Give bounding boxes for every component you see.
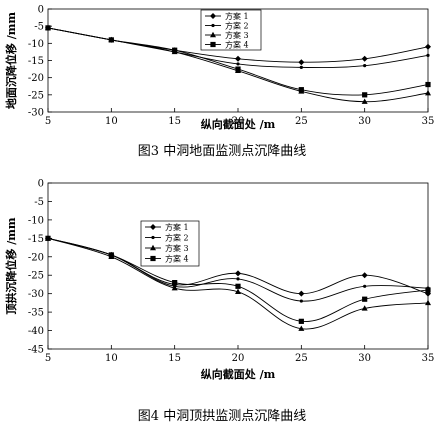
- plot-frame: [47, 182, 429, 350]
- x-tick-label: 15: [168, 353, 181, 364]
- legend-label: 方案 3: [165, 243, 189, 253]
- data-point: [425, 43, 431, 50]
- legend: 方案 1方案 2方案 3方案 4: [140, 220, 200, 267]
- legend-marker: [210, 31, 216, 38]
- data-point: [45, 235, 51, 241]
- data-point: [235, 270, 241, 277]
- chart-title: 图3 中洞地面监测点沉降曲线: [138, 144, 306, 159]
- x-tick-label: 5: [45, 353, 51, 364]
- data-point: [235, 288, 241, 295]
- x-axis-label: 纵向截面处 /m: [201, 117, 276, 131]
- data-point: [235, 283, 241, 289]
- series-3: [45, 235, 431, 331]
- data-point: [108, 252, 114, 258]
- data-point: [426, 53, 430, 57]
- data-point: [361, 98, 368, 104]
- legend-label: 方案 1: [165, 222, 189, 232]
- data-point: [361, 55, 368, 62]
- legend: 方案 1方案 2方案 3方案 4: [200, 9, 262, 51]
- legend-label: 方案 2: [165, 233, 189, 243]
- x-tick-label: 25: [295, 116, 308, 127]
- data-point: [235, 55, 241, 62]
- data-point: [299, 299, 303, 303]
- data-point: [108, 37, 114, 43]
- data-point: [236, 62, 240, 66]
- y-tick-label: -25: [28, 90, 44, 101]
- data-point: [362, 92, 368, 98]
- y-axis-label: 地面沉降位移 /mm: [4, 12, 18, 109]
- chart-crown-settlement: 0 -5 -10 -15 -20 -25 -30 -35 -40 -455 10 15 20 25 30 35…: [4, 179, 434, 425]
- y-axis-label: 顶拱沉降位移 /mm: [4, 217, 18, 314]
- legend-marker: [211, 23, 215, 28]
- legend-label: 方案 2: [225, 21, 249, 31]
- y-tick-label: 0: [38, 5, 44, 16]
- y-tick-label: -30: [28, 289, 44, 300]
- data-point: [298, 59, 305, 66]
- legend-label: 方案 1: [225, 11, 249, 21]
- y-tick-label: -45: [28, 345, 44, 356]
- series-4: [45, 25, 431, 98]
- y-tick-label: -40: [28, 326, 44, 337]
- data-point: [361, 272, 368, 279]
- y-tick-label: -30: [28, 108, 44, 119]
- legend-marker: [150, 244, 156, 251]
- y-tick-label: -10: [28, 215, 44, 226]
- x-tick-label: 30: [358, 353, 371, 364]
- data-point: [298, 318, 304, 324]
- x-axis-label: 纵向截面处 /m: [201, 367, 276, 381]
- data-point: [362, 296, 368, 302]
- data-point: [172, 280, 178, 286]
- data-point: [236, 277, 240, 281]
- chart-ground-settlement: 0 -5 -10 -15 -20 -25 -305 10 15 20 25 30 35 纵向截面处 /m 地…: [4, 5, 434, 160]
- data-point: [425, 81, 431, 88]
- x-tick-label: 10: [105, 116, 118, 127]
- legend-label: 方案 3: [225, 30, 249, 40]
- chart-title: 图4 中洞顶拱监测点沉降曲线: [138, 409, 306, 424]
- data-point: [299, 65, 303, 69]
- y-tick-label: -5: [34, 197, 44, 208]
- y-tick-label: -20: [28, 252, 44, 263]
- legend-marker: [210, 41, 216, 48]
- x-tick-label: 35: [422, 116, 435, 127]
- legend-marker: [150, 255, 156, 262]
- data-point: [45, 25, 51, 31]
- x-tick-label: 35: [422, 353, 435, 364]
- data-point: [425, 89, 431, 96]
- x-tick-label: 15: [168, 116, 181, 127]
- y-tick-label: 0: [38, 179, 44, 190]
- x-tick-label: 5: [45, 116, 51, 127]
- data-point: [298, 87, 304, 93]
- series-line: [47, 237, 429, 330]
- y-tick-label: -25: [28, 271, 44, 282]
- y-tick-label: -35: [28, 308, 44, 319]
- legend-marker: [210, 13, 216, 19]
- y-tick-label: -15: [28, 234, 44, 245]
- data-point: [425, 299, 431, 306]
- data-point: [363, 284, 367, 288]
- data-point: [171, 284, 178, 291]
- data-point: [298, 325, 305, 331]
- y-tick-label: -15: [28, 56, 44, 67]
- y-tick-label: -5: [34, 22, 44, 33]
- series-4: [45, 235, 431, 324]
- y-tick-label: -20: [28, 73, 44, 84]
- x-tick-label: 10: [105, 353, 118, 364]
- x-tick-label: 30: [358, 116, 371, 127]
- y-tick-label: -10: [28, 39, 44, 50]
- data-point: [298, 290, 305, 297]
- data-point: [363, 64, 367, 68]
- legend-marker: [150, 224, 156, 230]
- x-tick-label: 20: [232, 116, 245, 127]
- legend-label: 方案 4: [225, 40, 249, 50]
- legend-marker: [151, 235, 155, 240]
- x-tick-label: 25: [295, 353, 308, 364]
- data-point: [235, 66, 241, 72]
- legend-label: 方案 4: [165, 254, 189, 264]
- data-point: [425, 287, 431, 293]
- data-point: [361, 305, 368, 311]
- data-point: [172, 47, 178, 53]
- x-tick-label: 20: [232, 353, 245, 364]
